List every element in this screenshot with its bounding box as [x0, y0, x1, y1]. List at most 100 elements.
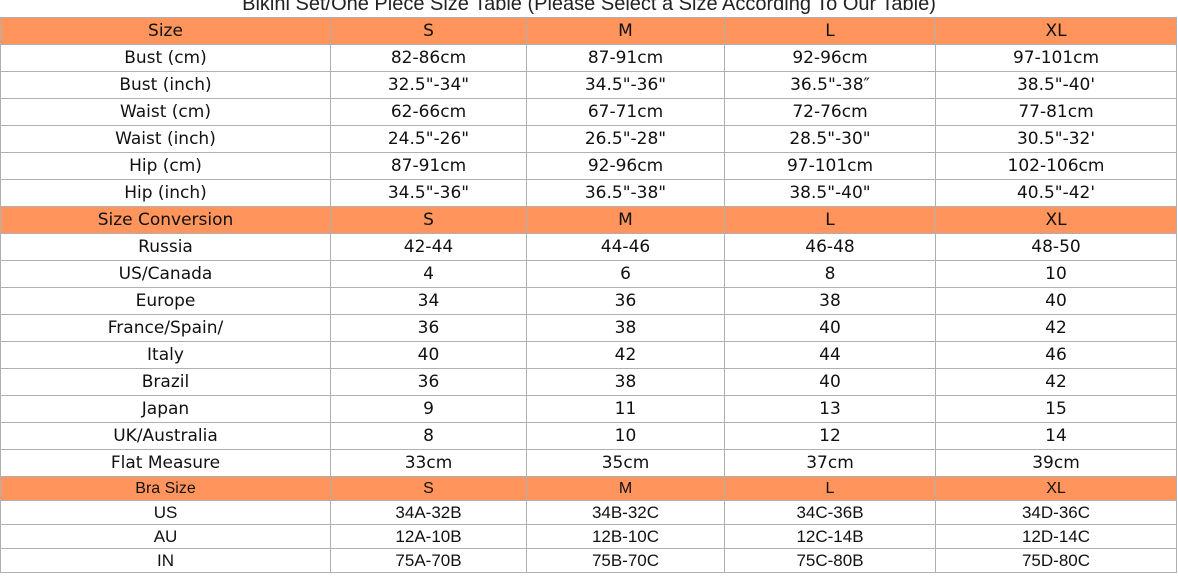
table-row: US 34A-32B 34B-32C 34C-36B 34D-36C [0, 500, 1177, 525]
table-row: Hip (inch) 34.5"-36" 36.5"-38" 38.5"-40"… [0, 179, 1177, 207]
table-cell: 75D-80C [935, 548, 1177, 573]
table-cell: 12C-14B [724, 524, 936, 549]
table-cell: 12 [724, 422, 936, 450]
table-row: France/Spain/ 36 38 40 42 [0, 314, 1177, 342]
table-cell: 62-66cm [330, 98, 527, 126]
table-cell: 30.5"-32' [935, 125, 1177, 153]
row-label: US [0, 500, 331, 525]
table-cell: 34.5"-36" [526, 71, 725, 99]
table-row: Hip (cm) 87-91cm 92-96cm 97-101cm 102-10… [0, 152, 1177, 180]
row-label: Waist (cm) [0, 98, 331, 126]
row-label: Japan [0, 395, 331, 423]
table-cell: 35cm [526, 449, 725, 477]
header-cell: XL [935, 17, 1177, 45]
table-cell: 42 [526, 341, 725, 369]
table-row: UK/Australia 8 10 12 14 [0, 422, 1177, 450]
row-label: Bust (cm) [0, 44, 331, 72]
header-cell: S [330, 17, 527, 45]
row-label: Europe [0, 287, 331, 315]
row-label: Brazil [0, 368, 331, 396]
header-cell: XL [935, 206, 1177, 234]
table-cell: 87-91cm [330, 152, 527, 180]
table-cell: 39cm [935, 449, 1177, 477]
table-cell: 14 [935, 422, 1177, 450]
table-cell: 34C-36B [724, 500, 936, 525]
table-cell: 75A-70B [330, 548, 527, 573]
row-label: Italy [0, 341, 331, 369]
header-cell: XL [935, 476, 1177, 501]
table-cell: 40.5"-42' [935, 179, 1177, 207]
table-cell: 40 [724, 314, 936, 342]
table-cell: 46 [935, 341, 1177, 369]
table-cell: 12D-14C [935, 524, 1177, 549]
header-cell: S [330, 476, 527, 501]
table-cell: 40 [330, 341, 527, 369]
header-cell: Size [0, 17, 331, 45]
row-label: Flat Measure [0, 449, 331, 477]
table-cell: 77-81cm [935, 98, 1177, 126]
size-conversion-header-row: Size Conversion S M L XL [0, 206, 1177, 234]
table-cell: 34A-32B [330, 500, 527, 525]
table-cell: 42-44 [330, 233, 527, 261]
table-cell: 8 [724, 260, 936, 288]
table-cell: 4 [330, 260, 527, 288]
table-cell: 13 [724, 395, 936, 423]
table-cell: 87-91cm [526, 44, 725, 72]
table-cell: 44 [724, 341, 936, 369]
header-cell: M [526, 17, 725, 45]
table-row: Flat Measure 33cm 35cm 37cm 39cm [0, 449, 1177, 477]
table-cell: 33cm [330, 449, 527, 477]
table-cell: 44-46 [526, 233, 725, 261]
table-row: AU 12A-10B 12B-10C 12C-14B 12D-14C [0, 524, 1177, 549]
table-row: Waist (cm) 62-66cm 67-71cm 72-76cm 77-81… [0, 98, 1177, 126]
header-cell: M [526, 206, 725, 234]
table-cell: 42 [935, 368, 1177, 396]
table-cell: 11 [526, 395, 725, 423]
header-cell: S [330, 206, 527, 234]
table-title: Bikini Set/One Piece Size Table (Please … [242, 0, 936, 15]
table-cell: 38 [724, 287, 936, 315]
table-cell: 10 [526, 422, 725, 450]
header-cell: L [724, 476, 936, 501]
bra-size-header-row: Bra Size S M L XL [0, 476, 1177, 501]
row-label: Bust (inch) [0, 71, 331, 99]
header-cell: Bra Size [0, 476, 331, 501]
table-cell: 15 [935, 395, 1177, 423]
table-row: Bust (cm) 82-86cm 87-91cm 92-96cm 97-101… [0, 44, 1177, 72]
row-label: AU [0, 524, 331, 549]
table-cell: 37cm [724, 449, 936, 477]
header-cell: Size Conversion [0, 206, 331, 234]
table-row: Waist (inch) 24.5"-26" 26.5"-28" 28.5"-3… [0, 125, 1177, 153]
table-cell: 40 [935, 287, 1177, 315]
table-cell: 6 [526, 260, 725, 288]
table-cell: 48-50 [935, 233, 1177, 261]
table-row: Europe 34 36 38 40 [0, 287, 1177, 315]
table-cell: 92-96cm [526, 152, 725, 180]
table-cell: 67-71cm [526, 98, 725, 126]
table-cell: 42 [935, 314, 1177, 342]
table-row: Japan 9 11 13 15 [0, 395, 1177, 423]
row-label: Russia [0, 233, 331, 261]
table-cell: 38 [526, 314, 725, 342]
table-row: Italy 40 42 44 46 [0, 341, 1177, 369]
table-row: Brazil 36 38 40 42 [0, 368, 1177, 396]
size-table: Size S M L XL Bust (cm) 82-86cm 87-91cm … [0, 17, 1177, 573]
table-cell: 26.5"-28" [526, 125, 725, 153]
row-label: US/Canada [0, 260, 331, 288]
row-label: France/Spain/ [0, 314, 331, 342]
table-cell: 102-106cm [935, 152, 1177, 180]
table-cell: 92-96cm [724, 44, 936, 72]
table-cell: 38.5"-40' [935, 71, 1177, 99]
row-label: Hip (cm) [0, 152, 331, 180]
table-cell: 9 [330, 395, 527, 423]
table-cell: 36 [526, 287, 725, 315]
table-cell: 34.5"-36" [330, 179, 527, 207]
header-cell: L [724, 17, 936, 45]
row-label: Waist (inch) [0, 125, 331, 153]
table-cell: 38 [526, 368, 725, 396]
table-cell: 75C-80B [724, 548, 936, 573]
table-cell: 34D-36C [935, 500, 1177, 525]
table-cell: 34B-32C [526, 500, 725, 525]
table-row: US/Canada 4 6 8 10 [0, 260, 1177, 288]
table-cell: 36.5"-38" [526, 179, 725, 207]
